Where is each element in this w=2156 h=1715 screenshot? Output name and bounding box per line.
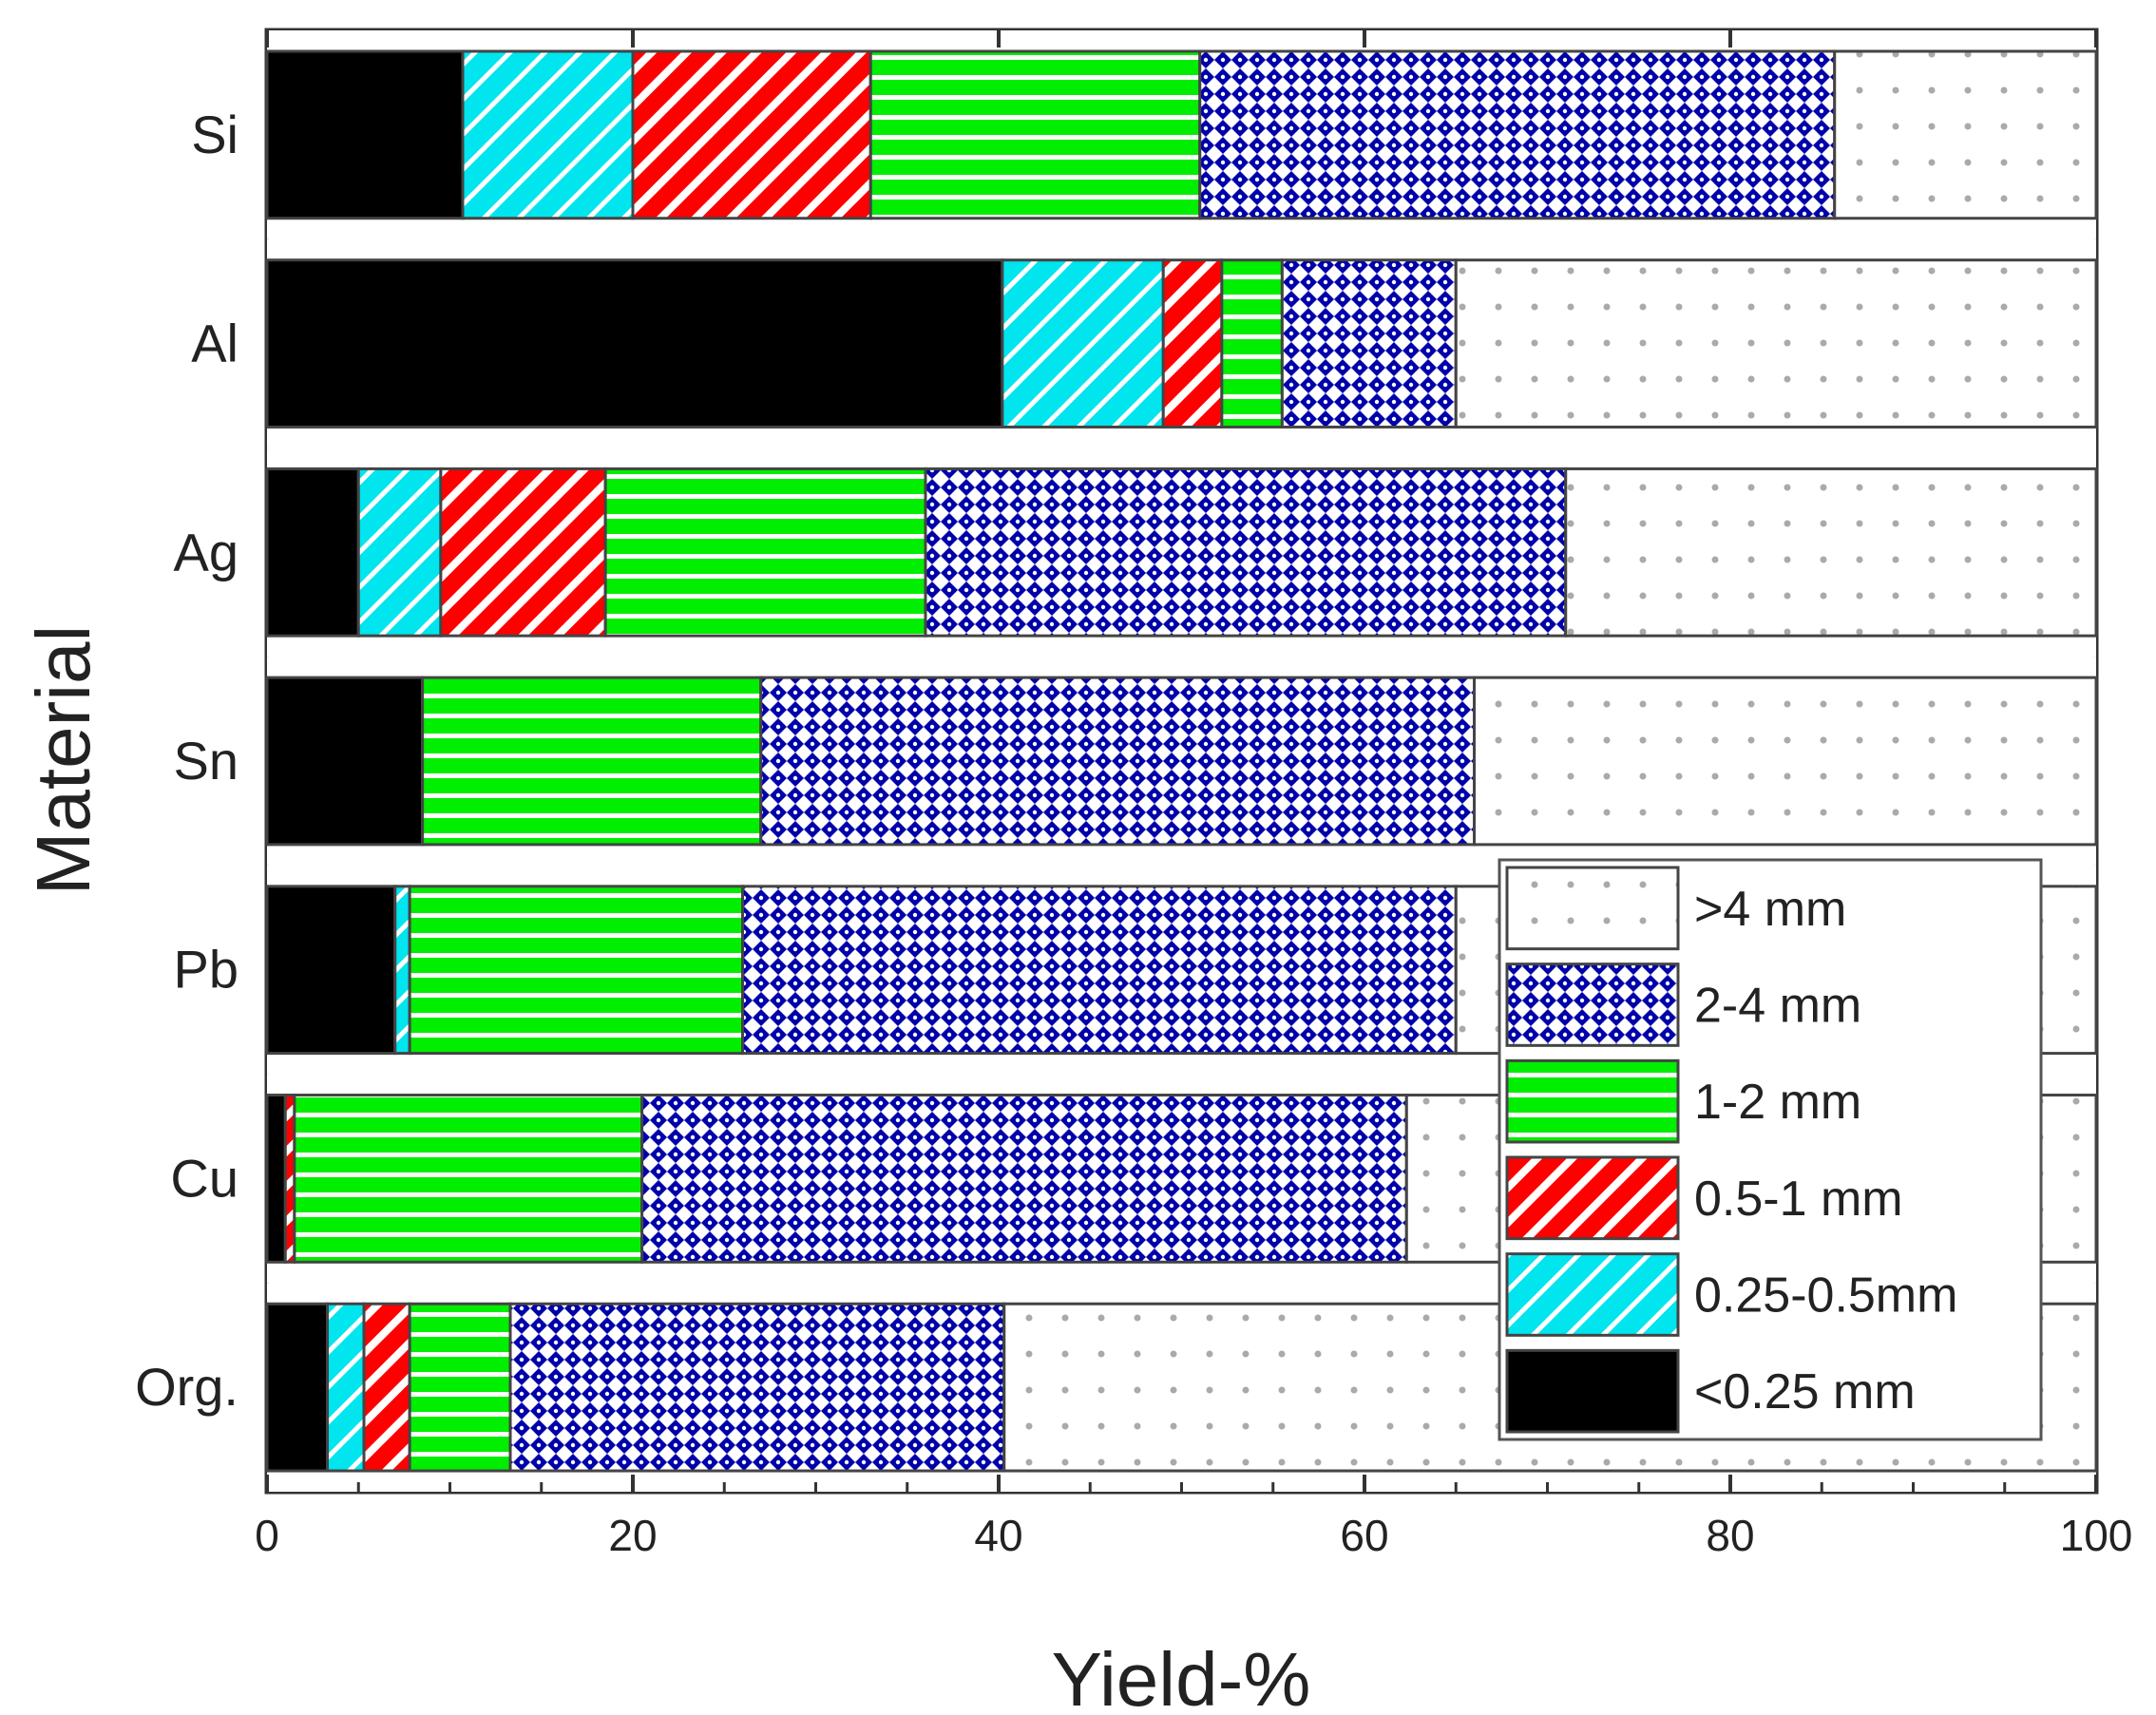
legend-label-0-25-0-5mm: 0.25-0.5mm [1694, 1268, 1957, 1324]
bar-sn-1-2-mm [421, 676, 763, 847]
bar-al-gt4-mm [1454, 258, 2098, 429]
x-tick-label: 80 [1706, 1511, 1754, 1560]
legend-swatch-0-25-0-5mm [1505, 1252, 1680, 1337]
bar-pb-0-25-0-5mm [393, 885, 411, 1056]
bar-sn-lt0-25-mm [265, 676, 425, 847]
x-tick-label: 0 [255, 1511, 279, 1560]
bar-ag-2-4-mm [924, 467, 1568, 638]
x-tick-label: 60 [1340, 1511, 1388, 1560]
legend: >4 mm 2-4 mm 1-2 mm 0.5-1 mm 0.25-0.5mm <0.25… [1498, 858, 2043, 1441]
bar-pb-2-4-mm [741, 885, 1458, 1056]
legend-swatch-gt4-mm [1505, 866, 1680, 951]
bar-ag-0-25-0-5mm [356, 467, 443, 638]
bar-org-2-4-mm [508, 1302, 1006, 1473]
x-tick-label: 40 [974, 1511, 1022, 1560]
axis-layer: 0 20 40 60 80 100 [255, 30, 2132, 1560]
legend-swatch-1-2-mm [1505, 1058, 1680, 1144]
legend-label-0-5-1-mm: 0.5-1 mm [1694, 1172, 1903, 1227]
legend-swatch-0-5-1-mm [1505, 1155, 1680, 1241]
bar-si-1-2-mm [868, 49, 1202, 220]
bar-pb-lt0-25-mm [265, 885, 397, 1056]
bar-cu-1-2-mm [293, 1094, 644, 1264]
bar-si-gt4-mm [1833, 49, 2098, 220]
bar-al-lt0-25-mm [265, 258, 1004, 429]
bars-layer: Si Al Ag Sn Pb Cu Org. [135, 30, 2098, 1492]
bar-ag-1-2-mm [603, 467, 927, 638]
bar-si-0-5-1-mm [631, 49, 872, 220]
bar-si-2-4-mm [1198, 49, 1837, 220]
y-axis-title: Material [21, 625, 105, 896]
bar-sn-2-4-mm [759, 676, 1476, 847]
bar-al-2-4-mm [1280, 258, 1458, 429]
bar-si-lt0-25-mm [265, 49, 465, 220]
x-tick-label: 100 [2060, 1511, 2133, 1560]
bar-pb-1-2-mm [408, 885, 744, 1056]
category-label-pb: Pb [174, 940, 239, 1000]
category-label-sn: Sn [174, 731, 239, 791]
legend-label-1-2-mm: 1-2 mm [1694, 1075, 1861, 1130]
legend-label-gt4-mm: >4 mm [1694, 882, 1846, 937]
legend-swatch-2-4-mm [1505, 962, 1680, 1047]
bar-org-0-25-0-5mm [326, 1302, 366, 1473]
bar-al-0-25-0-5mm [1001, 258, 1165, 429]
bar-org-1-2-mm [408, 1302, 512, 1473]
bar-cu-2-4-mm [640, 1094, 1408, 1264]
bar-ag-lt0-25-mm [265, 467, 360, 638]
bar-al-1-2-mm [1220, 258, 1284, 429]
legend-label-2-4-mm: 2-4 mm [1694, 979, 1861, 1034]
bar-al-0-5-1-mm [1161, 258, 1224, 429]
category-label-cu: Cu [170, 1148, 238, 1208]
x-tick-label: 20 [608, 1511, 657, 1560]
bar-ag-0-5-1-mm [439, 467, 607, 638]
bar-ag-gt4-mm [1564, 467, 2098, 638]
x-axis-title: Yield-% [1052, 1637, 1311, 1715]
bar-si-0-25-0-5mm [461, 49, 635, 220]
bar-cu-lt0-25-mm [265, 1094, 287, 1264]
category-label-ag: Ag [174, 522, 239, 581]
category-label-org: Org. [135, 1357, 238, 1417]
category-label-al: Al [191, 314, 238, 373]
bar-org-0-5-1-mm [362, 1302, 411, 1473]
legend-box [1498, 858, 2043, 1441]
bar-org-lt0-25-mm [265, 1302, 330, 1473]
legend-label-lt0-25-mm: <0.25 mm [1694, 1364, 1916, 1420]
category-label-si: Si [191, 105, 238, 164]
bar-sn-gt4-mm [1473, 676, 2098, 847]
legend-swatch-lt0-25-mm [1505, 1348, 1680, 1434]
